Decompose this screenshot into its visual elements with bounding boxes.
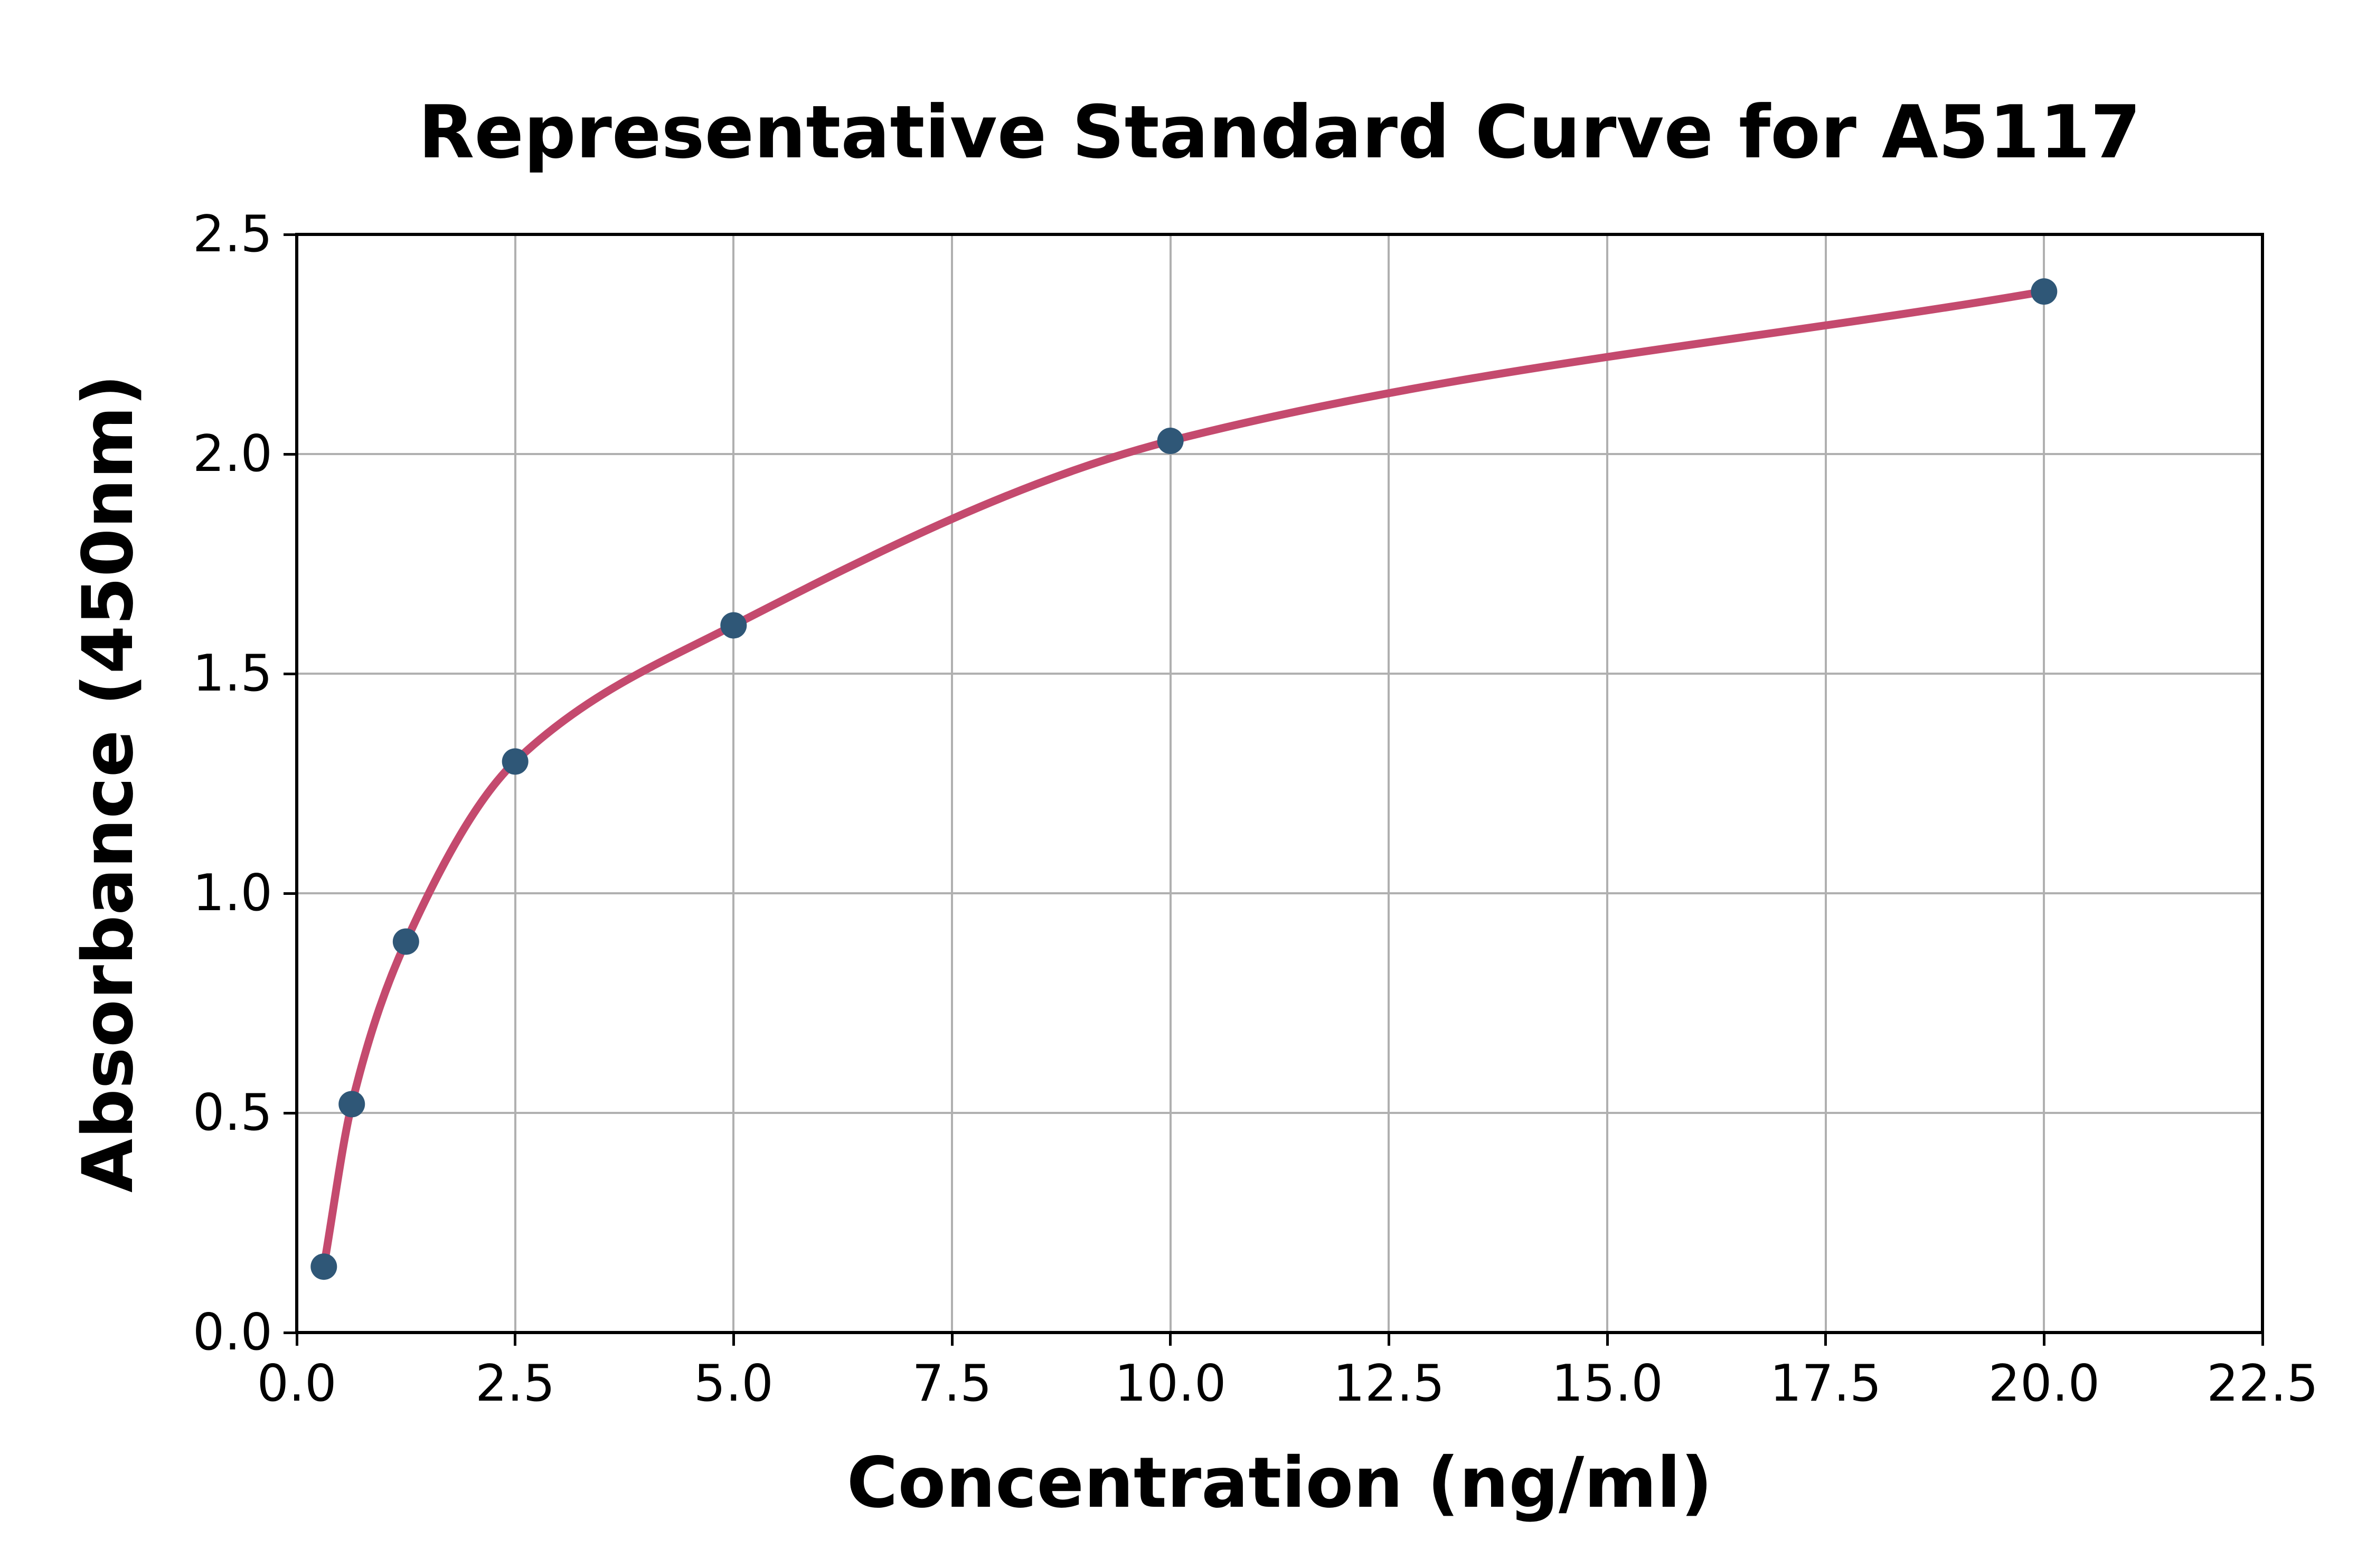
x-tick-label: 10.0 <box>1114 1355 1227 1413</box>
y-gridline <box>297 1112 2262 1114</box>
y-tick-label: 2.5 <box>192 205 272 263</box>
y-axis-spine <box>295 233 298 1334</box>
x-tick-mark <box>950 1334 954 1346</box>
y-tick-label: 0.5 <box>192 1084 272 1142</box>
x-gridline <box>514 234 516 1333</box>
x-tick-label: 15.0 <box>1551 1355 1663 1413</box>
y-tick-label: 1.0 <box>192 864 272 922</box>
y-tick-mark <box>284 452 295 456</box>
y-gridline <box>297 673 2262 675</box>
x-tick-mark <box>1824 1334 1827 1346</box>
y-tick-mark <box>284 1111 295 1114</box>
x-tick-label: 22.5 <box>2207 1355 2318 1413</box>
x-gridline <box>732 234 735 1333</box>
y-tick-mark <box>284 892 295 895</box>
data-point <box>310 1253 337 1280</box>
data-point <box>338 1091 365 1118</box>
x-tick-label: 12.5 <box>1333 1355 1445 1413</box>
y-tick-label: 2.0 <box>192 425 272 483</box>
x-gridline <box>1169 234 1172 1333</box>
x-tick-label: 0.0 <box>257 1355 337 1413</box>
y-tick-mark <box>284 1331 295 1334</box>
x-gridline <box>1824 234 1827 1333</box>
curve-plot <box>310 278 2058 1280</box>
data-point <box>502 748 529 775</box>
y-tick-mark <box>284 672 295 675</box>
y-gridline <box>297 892 2262 894</box>
x-tick-label: 20.0 <box>1988 1355 2100 1413</box>
y-tick-label: 0.0 <box>192 1303 272 1362</box>
x-tick-mark <box>1169 1334 1172 1346</box>
x-gridline <box>951 234 953 1333</box>
x-axis-spine <box>295 1331 2264 1334</box>
standard-curve-line <box>319 287 2048 1271</box>
x-tick-mark <box>2042 1334 2045 1346</box>
data-point <box>720 612 747 639</box>
y-tick-label: 1.5 <box>192 645 272 703</box>
y-gridline <box>297 453 2262 455</box>
x-gridline <box>2043 234 2045 1333</box>
x-tick-mark <box>295 1334 298 1346</box>
x-tick-label: 5.0 <box>693 1355 774 1413</box>
y-axis-title: Absorbance (450nm) <box>68 374 149 1193</box>
x-tick-mark <box>2261 1334 2264 1346</box>
x-tick-mark <box>732 1334 735 1346</box>
x-tick-label: 7.5 <box>912 1355 992 1413</box>
data-point <box>392 928 419 955</box>
top-spine <box>295 233 2264 236</box>
data-point <box>2031 278 2058 305</box>
x-axis-title: Concentration (ng/ml) <box>846 1442 1713 1524</box>
x-tick-label: 2.5 <box>475 1355 555 1413</box>
x-gridline <box>1606 234 1608 1333</box>
y-tick-mark <box>284 233 295 236</box>
x-gridline <box>1388 234 1390 1333</box>
x-tick-label: 17.5 <box>1769 1355 1882 1413</box>
x-tick-mark <box>1606 1334 1609 1346</box>
right-spine <box>2261 233 2264 1334</box>
chart-title: Representative Standard Curve for A5117 <box>418 90 2141 175</box>
data-point <box>1157 428 1184 455</box>
x-tick-mark <box>1387 1334 1390 1346</box>
x-tick-mark <box>514 1334 517 1346</box>
